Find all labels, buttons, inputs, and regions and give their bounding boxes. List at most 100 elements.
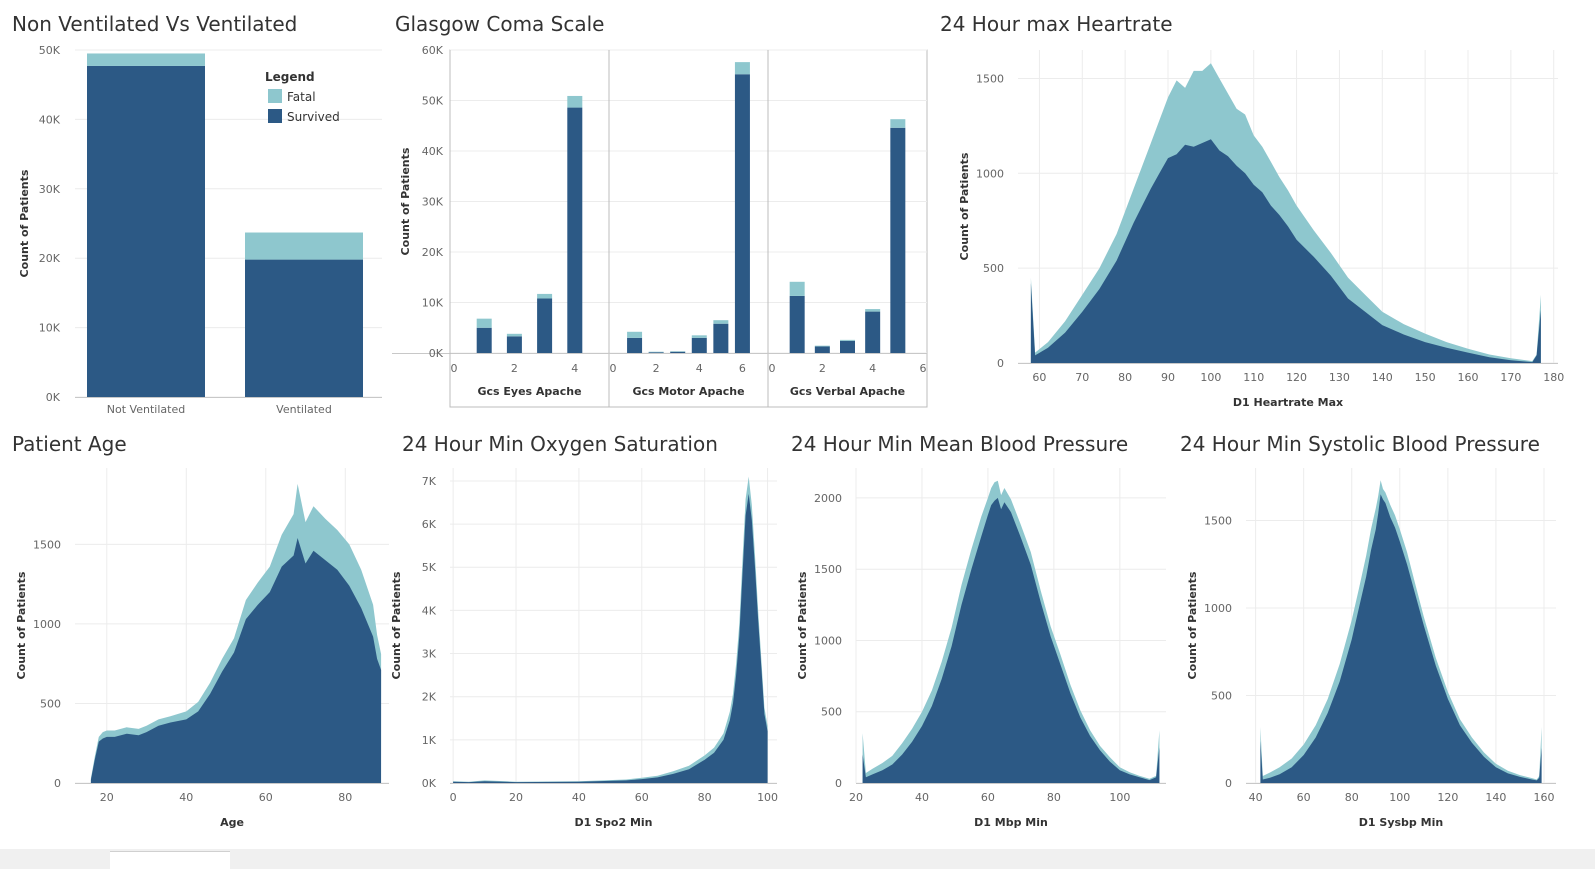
x-tick-label: 80 [1345,791,1359,804]
y-tick-label: 500 [1211,690,1232,703]
x-tick-label: 20 [509,791,523,804]
bar-fatal [865,309,881,312]
chart-heartrate[interactable]: 60 70 80 90 100 110 120 130 140 150 160 170 180 0 500 1… [958,50,1564,409]
bar-fatal [627,331,643,338]
x-tick-label: 40 [915,791,929,804]
y-tick-label: 50K [422,95,444,108]
x-tick-label: 170 [1500,371,1521,384]
x-tick-label: 140 [1372,371,1393,384]
y-tick-label: 5K [422,561,437,574]
x-axis-label: Age [220,816,244,829]
x-tick-label: 4 [696,362,703,375]
bar-fatal [734,62,750,75]
chart-title-heartrate: 24 Hour max Heartrate [940,12,1173,36]
x-tick-label: 2 [653,362,660,375]
facet-label: Gcs Eyes Apache [477,385,581,398]
x-axis-label: D1 Mbp Min [974,816,1048,829]
bar-survived [840,340,855,353]
x-tick-label: 60 [635,791,649,804]
bar-survived [691,337,707,353]
x-tick-label: 2 [819,362,826,375]
bar-fatal [713,320,729,324]
y-tick-label: 2K [422,691,437,704]
y-tick-label: 30K [39,183,61,196]
y-tick-label: 500 [983,262,1004,275]
x-tick-label: 90 [1161,371,1175,384]
y-tick-label: 4K [422,604,437,617]
x-tick-label: 120 [1437,791,1458,804]
bar-fatal [476,318,492,328]
series-survived-area [1030,139,1541,363]
y-tick-label: 40K [39,113,61,126]
bar-fatal [691,335,707,338]
y-tick-label: 1500 [814,563,842,576]
x-tick-label: 80 [1118,371,1132,384]
x-tick-label: 6 [739,362,746,375]
chart-title-age: Patient Age [12,432,127,456]
x-tick-label: 150 [1415,371,1436,384]
y-tick-label: 3K [422,648,437,661]
facet-label: Gcs Motor Apache [632,385,744,398]
chart-age[interactable]: 20 40 60 80 0 500 1000 1500 Age Count of Patients [15,468,389,829]
bar-survived [648,352,664,353]
y-tick-label: 1500 [976,72,1004,85]
series-survived-area [90,538,382,783]
y-tick-label: 1500 [1204,515,1232,528]
sheet-tab-active[interactable] [110,851,230,870]
x-tick-label: 0 [451,362,458,375]
bar-survived [734,74,750,354]
chart-gcs[interactable]: 0 2 4 Gcs Eyes Apache 0 2 4 6 Gcs Motor Apache 0 2… [392,44,928,408]
x-tick-label: 120 [1286,371,1307,384]
legend-swatch [268,89,282,103]
x-category-label: Not Ventilated [107,403,185,416]
y-tick-label: 0K [422,777,437,790]
y-axis-label: Count of Patients [399,147,412,255]
y-axis-label: Count of Patients [796,571,809,679]
bar-survived [890,127,906,354]
series-survived-area [862,497,1160,783]
chart-spo2[interactable]: 0 20 40 60 80 100 0K 1K 2K 3K 4K 5K 6K 7K D1 Spo2 Min C… [390,468,778,829]
y-tick-label: 50K [39,44,61,57]
chart-sbp[interactable]: 40 60 80 100 120 140 160 0 500 1000 1500 D1 Sysbp M… [1186,468,1556,829]
x-tick-label: 0 [610,362,617,375]
bar-survived [814,346,830,353]
x-tick-label: 20 [100,791,114,804]
bar-fatal [87,53,205,66]
chart-vent[interactable]: Not Ventilated Ventilated 0K 10K 20K 30K 40K 50… [18,44,382,416]
x-tick-label: 60 [1297,791,1311,804]
legend[interactable]: Legend Fatal Survived [265,70,340,124]
x-tick-label: 160 [1458,371,1479,384]
y-tick-label: 1000 [33,618,61,631]
chart-title-spo2: 24 Hour Min Oxygen Saturation [402,432,718,456]
y-tick-label: 0 [835,777,842,790]
y-tick-label: 20K [39,252,61,265]
y-tick-label: 0K [46,391,61,404]
x-tick-label: 80 [698,791,712,804]
bar-fatal [537,293,553,299]
series-fatal-area [453,476,768,783]
legend-swatch [268,109,282,123]
y-tick-label: 60K [422,44,444,57]
x-tick-label: 100 [1200,371,1221,384]
y-tick-label: 1000 [976,167,1004,180]
chart-title-mbp: 24 Hour Min Mean Blood Pressure [791,432,1129,456]
bar-fatal [814,345,830,347]
bar-survived [627,337,643,353]
y-tick-label: 1K [422,734,437,747]
bar-survived [87,65,205,397]
bar-fatal [890,119,906,128]
chart-title-vent: Non Ventilated Vs Ventilated [12,12,298,36]
bar-survived [476,327,492,353]
x-tick-label: 130 [1329,371,1350,384]
y-axis-label: Count of Patients [1186,571,1199,679]
bar-survived [670,351,686,353]
x-tick-label: 60 [1032,371,1046,384]
y-tick-label: 0 [1225,777,1232,790]
x-tick-label: 40 [1249,791,1263,804]
y-axis-label: Count of Patients [18,169,31,277]
x-tick-label: 4 [571,362,578,375]
bar-survived [506,336,522,353]
x-tick-label: 40 [572,791,586,804]
